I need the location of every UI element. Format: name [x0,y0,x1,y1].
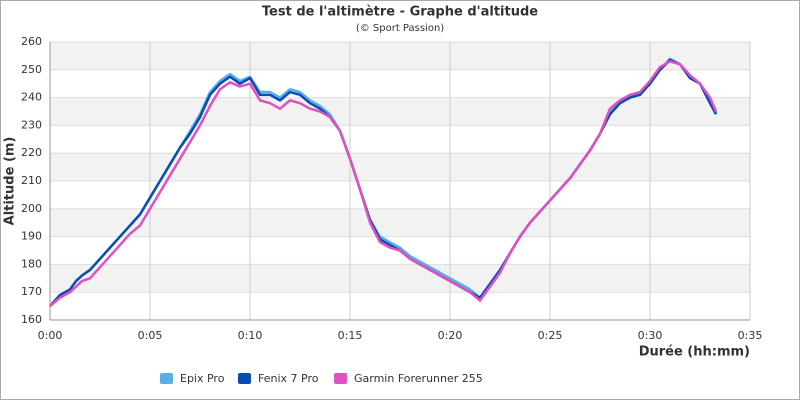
y-tick-label: 160 [21,313,42,326]
legend-swatch [238,373,251,384]
y-tick-label: 170 [21,285,42,298]
y-tick-label: 180 [21,257,42,270]
y-tick-label: 190 [21,230,42,243]
chart-subtitle: (© Sport Passion) [356,23,444,34]
y-tick-label: 230 [21,118,42,131]
legend-label: Epix Pro [180,372,225,385]
grid-band [50,153,750,181]
y-tick-label: 240 [21,91,42,104]
x-tick-label: 0:05 [138,329,163,342]
y-axis-label: Altitude (m) [3,137,18,226]
legend-label: Garmin Forerunner 255 [354,372,483,385]
grid-band [50,42,750,70]
y-tick-label: 210 [21,174,42,187]
grid-band [50,208,750,237]
y-tick-label: 200 [21,202,42,215]
x-tick-label: 0:25 [538,329,563,342]
x-tick-label: 0:00 [38,329,63,342]
x-tick-label: 0:10 [238,329,263,342]
x-tick-label: 0:20 [438,329,463,342]
x-tick-label: 0:30 [638,329,663,342]
x-axis-label: Durée (hh:mm) [639,345,750,360]
x-tick-label: 0:35 [738,329,763,342]
series-line [49,60,718,308]
grid-band [50,97,750,126]
grid-band [50,264,750,293]
y-tick-label: 220 [21,146,42,159]
legend-swatch [160,373,173,384]
legend-swatch [334,373,347,384]
series-line [49,58,718,307]
x-tick-label: 0:15 [338,329,363,342]
chart-title: Test de l'altimètre - Graphe d'altitude [262,5,538,20]
y-tick-label: 250 [21,63,42,76]
legend-label: Fenix 7 Pro [258,372,319,385]
y-tick-label: 260 [21,35,42,48]
